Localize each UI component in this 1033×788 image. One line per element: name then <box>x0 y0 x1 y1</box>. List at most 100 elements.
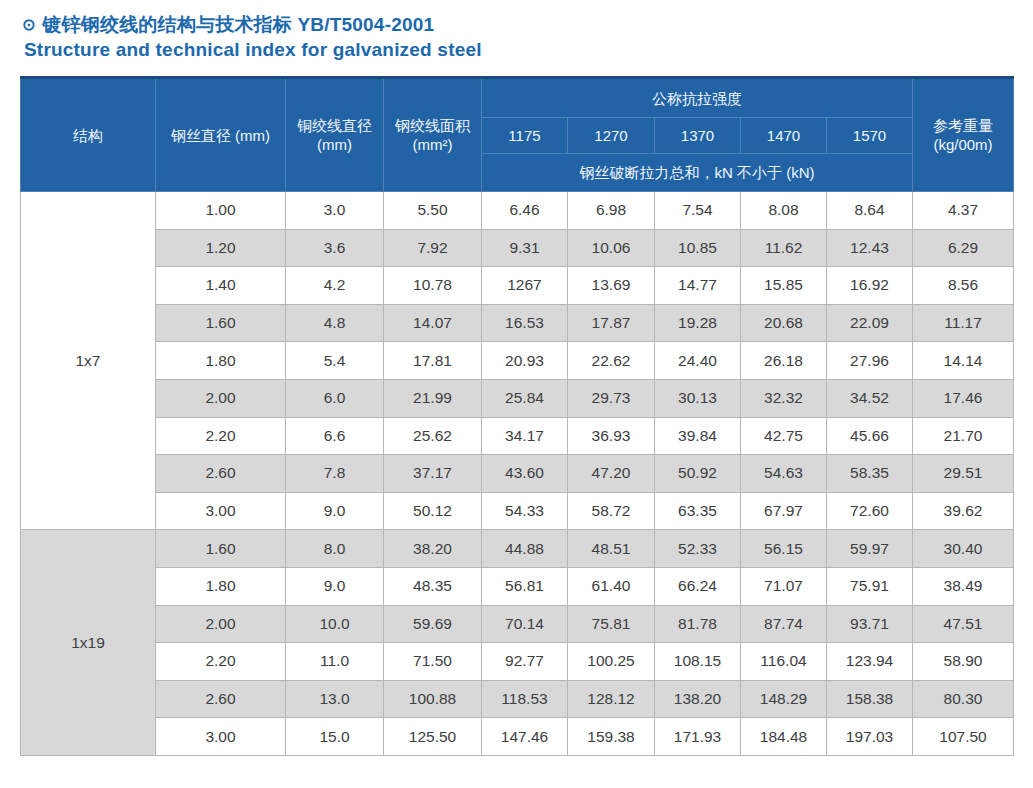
table-row: 2.006.021.9925.8429.7330.1332.3234.5217.… <box>21 379 1014 417</box>
cell: 2.60 <box>156 455 286 493</box>
table-row: 3.0015.0125.50147.46159.38171.93184.4819… <box>21 718 1014 756</box>
cell: 72.60 <box>827 492 913 530</box>
cell: 4.37 <box>913 192 1014 230</box>
cell: 15.85 <box>741 267 827 305</box>
cell: 70.14 <box>482 605 568 643</box>
cell: 54.33 <box>482 492 568 530</box>
cell: 14.07 <box>384 304 482 342</box>
cell: 36.93 <box>568 417 655 455</box>
cell: 11.62 <box>741 229 827 267</box>
cell: 67.97 <box>741 492 827 530</box>
cell: 7.8 <box>286 455 384 493</box>
cell: 42.75 <box>741 417 827 455</box>
cell: 12.43 <box>827 229 913 267</box>
cell: 63.35 <box>655 492 741 530</box>
cell: 87.74 <box>741 605 827 643</box>
cell: 20.68 <box>741 304 827 342</box>
cell: 38.20 <box>384 530 482 568</box>
cell: 6.0 <box>286 379 384 417</box>
cell: 4.2 <box>286 267 384 305</box>
cell: 123.94 <box>827 643 913 681</box>
cell: 21.99 <box>384 379 482 417</box>
cell: 48.35 <box>384 567 482 605</box>
cell: 25.62 <box>384 417 482 455</box>
cell: 56.81 <box>482 567 568 605</box>
table-row: 1x71.003.05.506.466.987.548.088.644.37 <box>21 192 1014 230</box>
cell: 27.96 <box>827 342 913 380</box>
cell: 158.38 <box>827 680 913 718</box>
cell: 58.72 <box>568 492 655 530</box>
header-strength-1175: 1175 <box>482 118 568 154</box>
table-row: 1.203.67.929.3110.0610.8511.6212.436.29 <box>21 229 1014 267</box>
cell: 14.77 <box>655 267 741 305</box>
cell: 3.00 <box>156 492 286 530</box>
cell: 3.0 <box>286 192 384 230</box>
cell: 17.81 <box>384 342 482 380</box>
cell: 9.0 <box>286 492 384 530</box>
cell: 171.93 <box>655 718 741 756</box>
cell: 30.40 <box>913 530 1014 568</box>
cell: 58.35 <box>827 455 913 493</box>
cell: 159.38 <box>568 718 655 756</box>
table-row: 3.009.050.1254.3358.7263.3567.9772.6039.… <box>21 492 1014 530</box>
cell: 50.92 <box>655 455 741 493</box>
structure-cell: 1x19 <box>21 530 156 756</box>
cell: 100.25 <box>568 643 655 681</box>
cell: 148.29 <box>741 680 827 718</box>
table-row: 2.607.837.1743.6047.2050.9254.6358.3529.… <box>21 455 1014 493</box>
table-row: 2.0010.059.6970.1475.8181.7887.7493.7147… <box>21 605 1014 643</box>
cell: 8.0 <box>286 530 384 568</box>
header-ref-weight-l2: (kg/00m) <box>915 135 1011 154</box>
cell: 1.80 <box>156 567 286 605</box>
cell: 11.17 <box>913 304 1014 342</box>
cell: 125.50 <box>384 718 482 756</box>
header-tensile-group: 公称抗拉强度 <box>482 78 913 118</box>
cell: 48.51 <box>568 530 655 568</box>
cell: 24.40 <box>655 342 741 380</box>
cell: 34.52 <box>827 379 913 417</box>
cell: 50.12 <box>384 492 482 530</box>
page-title-zh: 镀锌钢绞线的结构与技术指标 YB/T5004-2001 <box>42 12 434 37</box>
cell: 29.51 <box>913 455 1014 493</box>
cell: 2.20 <box>156 417 286 455</box>
cell: 118.53 <box>482 680 568 718</box>
header-strength-1270: 1270 <box>568 118 655 154</box>
table-row: 1.404.210.78126713.6914.7715.8516.928.56 <box>21 267 1014 305</box>
cell: 2.00 <box>156 379 286 417</box>
header-wire-diameter: 钢丝直径 (mm) <box>156 78 286 192</box>
cell: 44.88 <box>482 530 568 568</box>
cell: 184.48 <box>741 718 827 756</box>
table-body: 1x71.003.05.506.466.987.548.088.644.371.… <box>21 192 1014 756</box>
cell: 147.46 <box>482 718 568 756</box>
title-block: ⊙ 镀锌钢绞线的结构与技术指标 YB/T5004-2001 Structure … <box>22 12 1013 62</box>
cell: 197.03 <box>827 718 913 756</box>
cell: 2.60 <box>156 680 286 718</box>
cell: 56.15 <box>741 530 827 568</box>
cell: 8.08 <box>741 192 827 230</box>
table-header: 结构 钢丝直径 (mm) 铜绞线直径 (mm) 钢绞线面积 (mm²) 公称抗拉… <box>21 78 1014 192</box>
cell: 1.80 <box>156 342 286 380</box>
cell: 29.73 <box>568 379 655 417</box>
cell: 1.20 <box>156 229 286 267</box>
cell: 30.13 <box>655 379 741 417</box>
cell: 26.18 <box>741 342 827 380</box>
cell: 10.78 <box>384 267 482 305</box>
cell: 25.84 <box>482 379 568 417</box>
cell: 9.31 <box>482 229 568 267</box>
table-row: 2.6013.0100.88118.53128.12138.20148.2915… <box>21 680 1014 718</box>
cell: 54.63 <box>741 455 827 493</box>
cell: 52.33 <box>655 530 741 568</box>
cell: 71.07 <box>741 567 827 605</box>
table-row: 1.604.814.0716.5317.8719.2820.6822.0911.… <box>21 304 1014 342</box>
cell: 100.88 <box>384 680 482 718</box>
structure-cell: 1x7 <box>21 192 156 530</box>
cell: 47.51 <box>913 605 1014 643</box>
cell: 17.46 <box>913 379 1014 417</box>
cell: 19.28 <box>655 304 741 342</box>
cell: 1.60 <box>156 530 286 568</box>
cell: 116.04 <box>741 643 827 681</box>
table-row: 2.2011.071.5092.77100.25108.15116.04123.… <box>21 643 1014 681</box>
cell: 13.0 <box>286 680 384 718</box>
cell: 80.30 <box>913 680 1014 718</box>
page: ⊙ 镀锌钢绞线的结构与技术指标 YB/T5004-2001 Structure … <box>0 0 1033 756</box>
